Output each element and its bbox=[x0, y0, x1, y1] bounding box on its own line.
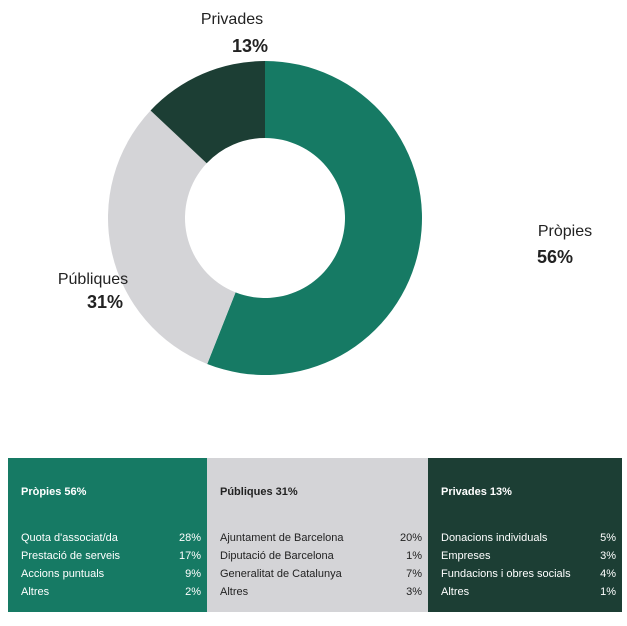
panel bbox=[428, 458, 622, 612]
donut-segment bbox=[207, 61, 422, 375]
row-value: 17% bbox=[179, 550, 201, 562]
row-label: Generalitat de Catalunya bbox=[220, 568, 343, 580]
segment-label: Públiques bbox=[58, 271, 128, 288]
panel-title: Privades 13% bbox=[441, 486, 512, 498]
row-value: 3% bbox=[406, 586, 422, 598]
row-label: Donacions individuals bbox=[441, 532, 548, 544]
row-value: 4% bbox=[600, 568, 616, 580]
row-value: 7% bbox=[406, 568, 422, 580]
donut-segment bbox=[107, 110, 236, 364]
row-label: Diputació de Barcelona bbox=[220, 550, 335, 562]
segment-label: Pròpies bbox=[538, 223, 592, 240]
row-label: Quota d'associat/da bbox=[21, 532, 119, 544]
row-label: Accions puntuals bbox=[21, 568, 105, 580]
row-label: Altres bbox=[441, 586, 470, 598]
row-value: 5% bbox=[600, 532, 616, 544]
panel bbox=[207, 458, 428, 612]
panel-title: Pròpies 56% bbox=[21, 486, 87, 498]
row-label: Prestació de serveis bbox=[21, 550, 121, 562]
panel bbox=[8, 458, 207, 612]
row-value: 28% bbox=[179, 532, 201, 544]
row-value: 20% bbox=[400, 532, 422, 544]
row-value: 9% bbox=[185, 568, 201, 580]
row-value: 3% bbox=[600, 550, 616, 562]
row-value: 1% bbox=[600, 586, 616, 598]
row-label: Ajuntament de Barcelona bbox=[220, 532, 344, 544]
row-label: Fundacions i obres socials bbox=[441, 568, 571, 580]
segment-value: 56% bbox=[537, 247, 573, 267]
row-label: Empreses bbox=[441, 550, 491, 562]
row-label: Altres bbox=[220, 586, 249, 598]
panel-title: Públiques 31% bbox=[220, 486, 298, 498]
donut-segment bbox=[150, 61, 265, 164]
segment-value: 13% bbox=[232, 36, 268, 56]
segment-value: 31% bbox=[87, 292, 123, 312]
row-value: 2% bbox=[185, 586, 201, 598]
row-value: 1% bbox=[406, 550, 422, 562]
segment-label: Privades bbox=[201, 11, 263, 28]
row-label: Altres bbox=[21, 586, 50, 598]
